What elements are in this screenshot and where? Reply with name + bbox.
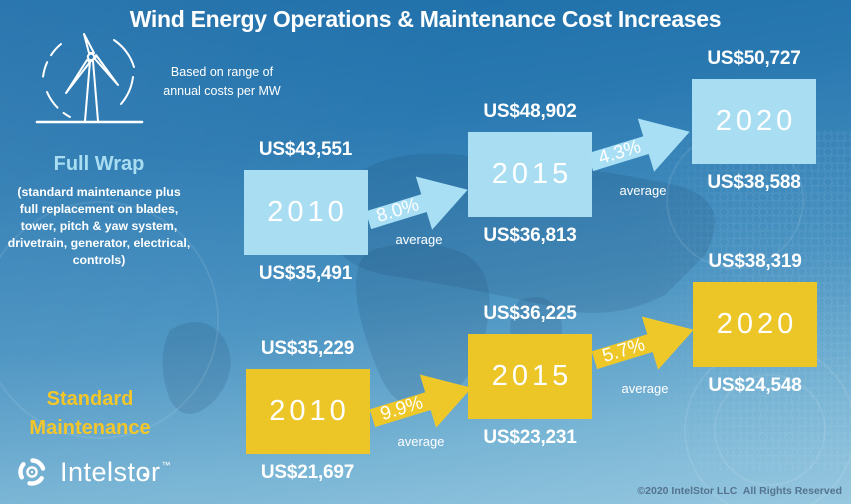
full-wrap-2020-low-cost: US$38,588 [707,172,801,193]
full-wrap-2015-low-cost: US$36,813 [483,225,577,246]
standard-2020-high-cost: US$38,319 [708,251,802,272]
standard-2015-high-cost: US$36,225 [483,303,577,324]
standard-2020-low-cost: US$24,548 [708,375,802,396]
full-wrap-2015-high-cost: US$48,902 [483,101,577,122]
logo-wordmark: Intelstor ™ [60,457,171,488]
intelstor-logo: Intelstor ™ [12,452,171,492]
full-wrap-2010-low-cost: US$35,491 [258,263,353,284]
full-wrap-2020-year-box: 2020 [692,79,816,164]
logo-o-dot-decoration [143,472,148,477]
standard-maintenance-label: Standard Maintenance [29,388,151,439]
average-label: average [621,381,669,396]
wind-turbine-icon [35,33,144,124]
full-wrap-2015-year-box: 2015 [468,132,592,217]
full-wrap-2020-cell: US$50,727 2020 US$38,588 [684,48,824,194]
full-wrap-2010-high-cost: US$43,551 [258,139,353,160]
year-label: 2010 [269,395,350,427]
average-label: average [397,434,445,449]
standard-2010-year-box: 2010 [245,369,370,454]
standard-2015-year-box: 2015 [468,334,592,419]
standard-2015-cell: US$36,225 2015 US$23,231 [460,303,600,449]
annual-cost-note-line1: Based on range of [170,65,274,79]
full-wrap-2020-high-cost: US$50,727 [707,48,801,69]
full-wrap-description: (standard maintenance plus full replacem… [7,185,191,267]
full-wrap-2015-cell: US$48,902 2015 US$36,813 [460,101,600,247]
increase-percentage: 9.9% [377,392,426,426]
increase-percentage: 5.7% [599,334,648,368]
annual-cost-note: Based on range of annual costs per MW [138,63,306,102]
full-wrap-2010-cell: US$43,551 2010 US$35,491 [235,139,376,285]
standard-2015-low-cost: US$23,231 [483,427,577,448]
average-label: average [619,183,667,198]
logo-text: Intelstor [60,456,161,487]
standard-2010-low-cost: US$21,697 [260,462,355,483]
full-wrap-label: Full Wrap [53,153,145,175]
annual-cost-note-line2: annual costs per MW [163,84,281,99]
average-label: average [395,232,443,247]
standard-2010-high-cost: US$35,229 [260,338,355,359]
standard-2020-cell: US$38,319 2020 US$24,548 [685,251,825,397]
year-label: 2015 [491,360,573,392]
year-label: 2020 [715,105,797,137]
year-label: 2010 [267,196,348,228]
page-title: Wind Energy Operations & Maintenance Cos… [129,6,722,32]
copyright-text: ©2020 IntelStor LLC All Rights Reserved [637,485,842,497]
standard-2020-year-box: 2020 [693,282,817,367]
full-wrap-2010-year-box: 2010 [243,170,368,255]
standard-2010-cell: US$35,229 2010 US$21,697 [239,338,376,484]
logo-swirl-icon [18,458,46,486]
logo-trademark: ™ [161,459,172,470]
year-label: 2015 [491,158,573,190]
year-label: 2020 [716,308,798,340]
